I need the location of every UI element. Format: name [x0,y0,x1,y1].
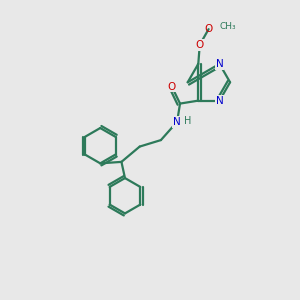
Text: N: N [216,59,224,69]
Text: CH₃: CH₃ [220,22,236,31]
Text: N: N [173,117,181,127]
Text: O: O [205,24,213,34]
Text: O: O [168,82,176,92]
Text: N: N [216,96,224,106]
Text: H: H [184,116,191,126]
Text: O: O [196,40,204,50]
